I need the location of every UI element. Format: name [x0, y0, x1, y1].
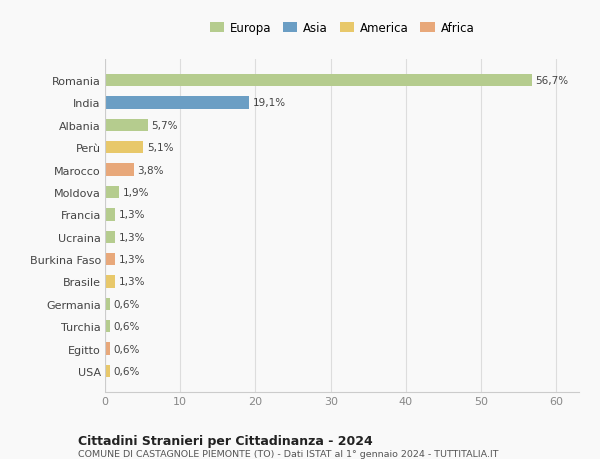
Legend: Europa, Asia, America, Africa: Europa, Asia, America, Africa	[210, 22, 474, 35]
Text: 0,6%: 0,6%	[113, 299, 140, 309]
Text: 0,6%: 0,6%	[113, 322, 140, 331]
Bar	[105, 186, 119, 199]
Bar	[105, 75, 532, 87]
Bar	[105, 298, 110, 310]
Text: 1,3%: 1,3%	[119, 232, 145, 242]
Text: 0,6%: 0,6%	[113, 344, 140, 354]
Bar	[105, 343, 110, 355]
Text: 3,8%: 3,8%	[137, 165, 164, 175]
Text: 1,3%: 1,3%	[119, 277, 145, 287]
Text: 56,7%: 56,7%	[535, 76, 568, 86]
Text: 1,3%: 1,3%	[119, 210, 145, 220]
Text: 0,6%: 0,6%	[113, 366, 140, 376]
Text: 5,1%: 5,1%	[147, 143, 173, 153]
Text: 5,7%: 5,7%	[152, 121, 178, 130]
Bar	[105, 119, 148, 132]
Bar	[105, 231, 115, 243]
Text: 19,1%: 19,1%	[253, 98, 286, 108]
Bar	[105, 164, 134, 176]
Bar	[105, 365, 110, 377]
Bar	[105, 97, 249, 109]
Bar	[105, 209, 115, 221]
Bar	[105, 276, 115, 288]
Text: COMUNE DI CASTAGNOLE PIEMONTE (TO) - Dati ISTAT al 1° gennaio 2024 - TUTTITALIA.: COMUNE DI CASTAGNOLE PIEMONTE (TO) - Dat…	[78, 449, 499, 458]
Bar	[105, 142, 143, 154]
Text: Cittadini Stranieri per Cittadinanza - 2024: Cittadini Stranieri per Cittadinanza - 2…	[78, 434, 373, 447]
Text: 1,9%: 1,9%	[123, 188, 149, 197]
Text: 1,3%: 1,3%	[119, 255, 145, 264]
Bar	[105, 320, 110, 333]
Bar	[105, 253, 115, 266]
